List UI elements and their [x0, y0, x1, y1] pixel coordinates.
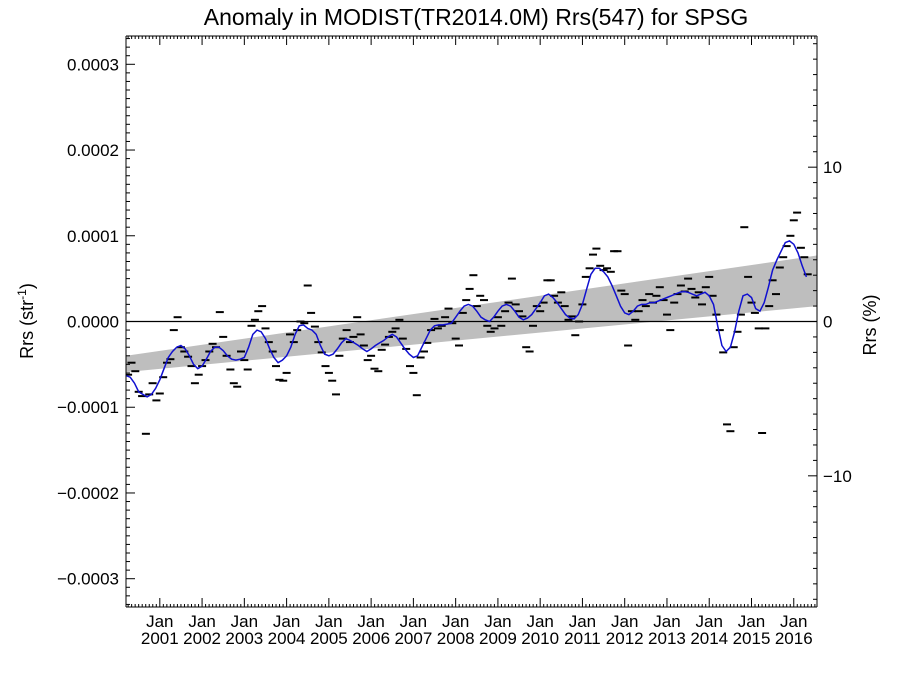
- y-tick-layer: 0.0003 0.0002 0.0001 0.0000 −0.0001 −0.0002 −0…: [57, 38, 135, 605]
- x-tick-label-year: 2007: [394, 629, 432, 648]
- x-tick-label-month: Jan: [231, 612, 258, 631]
- y-axis-label-end: ): [17, 283, 37, 289]
- y-tick-label: −0.0002: [57, 484, 119, 503]
- y2-tick-label: −10: [823, 467, 852, 486]
- x-tick-label-year: 2013: [648, 629, 686, 648]
- x-tick-label-month: Jan: [273, 612, 300, 631]
- x-tick-label-month: Jan: [653, 612, 680, 631]
- x-tick-layer: Jan2001Jan2002Jan2003Jan2004Jan2005Jan20…: [141, 36, 813, 648]
- trend-band: [126, 255, 817, 373]
- x-tick-label-year: 2006: [352, 629, 390, 648]
- x-tick-label-month: Jan: [442, 612, 469, 631]
- x-tick-label-month: Jan: [526, 612, 553, 631]
- y-tick-label: 0.0003: [67, 55, 119, 74]
- smooth-line-layer: [126, 240, 808, 398]
- x-tick-label-year: 2003: [225, 629, 263, 648]
- x-tick-label-month: Jan: [696, 612, 723, 631]
- x-tick-label-year: 2014: [690, 629, 728, 648]
- y-axis-label-sup: -1: [15, 289, 29, 300]
- x-tick-label-year: 2009: [479, 629, 517, 648]
- x-tick-label-month: Jan: [357, 612, 384, 631]
- x-tick-label-year: 2008: [437, 629, 475, 648]
- y-tick-label: −0.0001: [57, 398, 119, 417]
- x-tick-label-year: 2005: [310, 629, 348, 648]
- points-layer: [126, 211, 812, 435]
- y-tick-label: −0.0003: [57, 570, 119, 589]
- x-tick-label-year: 2012: [606, 629, 644, 648]
- x-tick-label-month: Jan: [400, 612, 427, 631]
- y2-tick-label: 10: [823, 158, 842, 177]
- y2-tick-label: 0: [823, 313, 832, 332]
- y-axis-label: Rrs (str-1): [15, 283, 37, 359]
- chart-title: Anomaly in MODIST(TR2014.0M) Rrs(547) fo…: [204, 4, 748, 30]
- x-tick-label-year: 2016: [775, 629, 813, 648]
- x-tick-label-month: Jan: [188, 612, 215, 631]
- x-tick-label-year: 2002: [183, 629, 221, 648]
- y-tick-label: 0.0000: [67, 313, 119, 332]
- x-tick-label-year: 2010: [521, 629, 559, 648]
- x-tick-label-month: Jan: [738, 612, 765, 631]
- axes-layer: [125, 35, 818, 608]
- y-tick-label: 0.0002: [67, 141, 119, 160]
- x-tick-label-year: 2011: [564, 629, 601, 648]
- x-tick-label-month: Jan: [780, 612, 807, 631]
- smooth-line: [126, 240, 808, 398]
- x-tick-label-month: Jan: [484, 612, 511, 631]
- x-tick-label-month: Jan: [611, 612, 638, 631]
- y-tick-label: 0.0001: [67, 227, 119, 246]
- x-tick-label-year: 2001: [141, 629, 179, 648]
- x-tick-label-month: Jan: [569, 612, 596, 631]
- trend-band-layer: [126, 255, 817, 373]
- x-tick-label-year: 2015: [733, 629, 771, 648]
- y2-axis-label: Rrs (%): [860, 295, 880, 356]
- x-tick-label-month: Jan: [315, 612, 342, 631]
- y-axis-label-base: Rrs (str: [17, 300, 37, 359]
- x-tick-label-month: Jan: [146, 612, 173, 631]
- x-tick-label-year: 2004: [268, 629, 306, 648]
- y2-tick-layer: 10 0 −10: [808, 43, 852, 600]
